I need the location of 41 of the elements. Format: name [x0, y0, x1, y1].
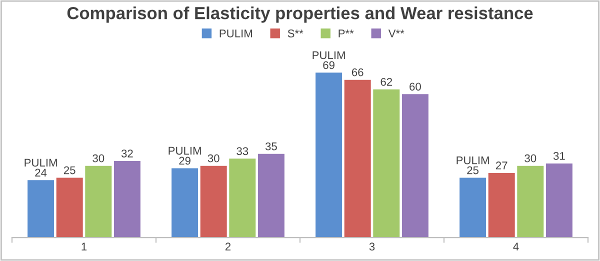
- legend-label: S**: [288, 30, 304, 38]
- data-label: 30: [208, 154, 220, 162]
- bar: [56, 178, 83, 238]
- bar: [172, 168, 198, 238]
- legend-label: P**: [338, 30, 354, 38]
- bar: [85, 166, 112, 238]
- x-tick-label: 3: [369, 242, 375, 251]
- data-label: 25: [64, 166, 76, 174]
- bar: [546, 163, 572, 238]
- bar: [229, 158, 256, 238]
- data-label: 33: [236, 147, 248, 156]
- bar: [114, 161, 140, 238]
- data-label: 66: [352, 68, 364, 76]
- data-label: 35: [265, 142, 277, 150]
- data-label: PULIM 69: [312, 51, 345, 70]
- chart-title: Comparison of Elasticity properties and Wear resistance: [67, 6, 533, 23]
- data-label: 31: [553, 152, 565, 160]
- bar: [488, 173, 515, 238]
- x-tick-label: 2: [225, 242, 231, 250]
- data-label: 60: [410, 82, 421, 91]
- data-label: 30: [524, 154, 536, 162]
- bar: [316, 72, 342, 238]
- bar: [28, 180, 54, 238]
- data-label: PULIM 29: [168, 146, 201, 165]
- bar: [373, 89, 400, 238]
- bar: [200, 166, 227, 238]
- bar: [402, 94, 428, 238]
- bar: [460, 178, 486, 238]
- legend-label: PULIM: [220, 30, 252, 38]
- data-label: PULIM 24: [24, 158, 57, 176]
- x-tick-label: 1: [82, 242, 87, 250]
- data-label: 27: [496, 162, 508, 170]
- bar: [344, 80, 371, 238]
- data-label: 62: [380, 78, 392, 86]
- data-label: 32: [121, 150, 133, 158]
- x-tick-label: 4: [513, 242, 519, 250]
- bar: [517, 166, 544, 238]
- data-label: 30: [92, 154, 104, 162]
- bar: [258, 154, 284, 238]
- data-label: PULIM 25: [456, 156, 489, 174]
- legend-label: V**: [388, 30, 404, 38]
